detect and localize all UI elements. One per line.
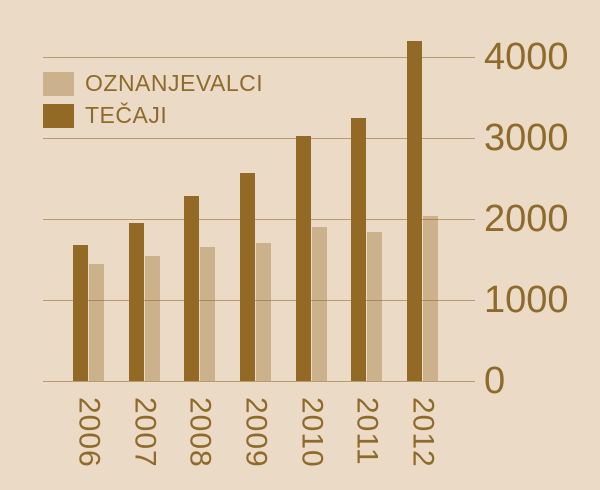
y-tick-label: 0 bbox=[484, 360, 506, 402]
gridline bbox=[43, 300, 475, 301]
bar-tecaji-2006 bbox=[73, 245, 88, 381]
bar-oznanjevalci-2009 bbox=[256, 243, 271, 381]
legend: OZNANJEVALCI TEČAJI bbox=[43, 70, 263, 129]
legend-item-oznanjevalci: OZNANJEVALCI bbox=[43, 70, 263, 97]
x-axis-line bbox=[43, 381, 475, 382]
x-tick-label-2008: 2008 bbox=[183, 397, 217, 468]
legend-item-tecaji: TEČAJI bbox=[43, 102, 263, 129]
bar-oznanjevalci-2011 bbox=[367, 232, 382, 381]
x-tick-label-2009: 2009 bbox=[239, 397, 273, 468]
y-tick-label: 1000 bbox=[484, 279, 569, 321]
legend-swatch-tecaji bbox=[43, 103, 74, 128]
bar-oznanjevalci-2008 bbox=[200, 247, 215, 381]
legend-label-oznanjevalci: OZNANJEVALCI bbox=[85, 70, 264, 96]
x-tick-label-2011: 2011 bbox=[350, 397, 384, 466]
bar-tecaji-2010 bbox=[296, 136, 311, 381]
y-tick-label: 3000 bbox=[484, 117, 569, 159]
bar-oznanjevalci-2007 bbox=[145, 256, 160, 381]
x-tick-label-2006: 2006 bbox=[72, 397, 106, 468]
gridline bbox=[43, 138, 475, 139]
gridline bbox=[43, 57, 475, 58]
legend-swatch-oznanjevalci bbox=[43, 71, 74, 96]
y-tick-label: 2000 bbox=[484, 198, 569, 240]
x-tick-label-2007: 2007 bbox=[128, 397, 162, 468]
x-tick-label-2012: 2012 bbox=[406, 397, 440, 468]
bar-tecaji-2008 bbox=[184, 196, 199, 381]
bar-tecaji-2009 bbox=[240, 173, 255, 381]
x-tick-label-2010: 2010 bbox=[295, 397, 329, 468]
gridline bbox=[43, 219, 475, 220]
bar-tecaji-2007 bbox=[129, 223, 144, 381]
bar-oznanjevalci-2010 bbox=[312, 227, 327, 381]
bar-tecaji-2011 bbox=[351, 118, 366, 381]
legend-label-tecaji: TEČAJI bbox=[85, 102, 168, 128]
bar-oznanjevalci-2012 bbox=[423, 216, 438, 381]
bar-oznanjevalci-2006 bbox=[89, 264, 104, 381]
bar-tecaji-2012 bbox=[407, 41, 422, 381]
y-tick-label: 4000 bbox=[484, 36, 569, 78]
